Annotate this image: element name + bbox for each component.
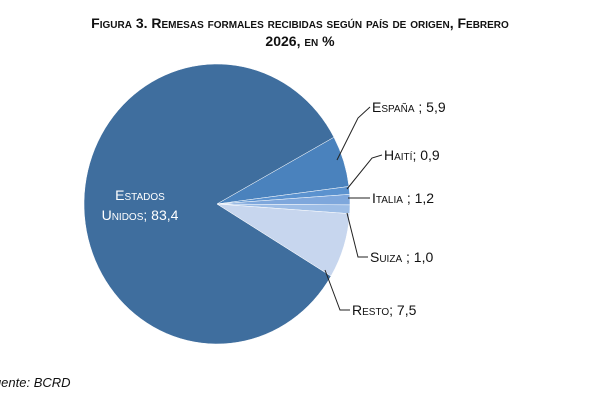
source-note: Fuente: BCRD <box>0 375 71 390</box>
leader-line <box>346 212 368 258</box>
leader-line <box>336 106 371 161</box>
data-label: Estados Unidos; 83,4 <box>102 187 179 223</box>
pie-slice <box>83 63 335 345</box>
data-label: Suiza ; 1,0 <box>370 249 433 265</box>
data-label: Haití; 0,9 <box>384 147 440 163</box>
leader-line <box>324 269 350 311</box>
label-line: Estados <box>115 187 165 203</box>
pie-slice <box>216 203 350 277</box>
data-label: España ; 5,9 <box>372 99 446 115</box>
label-line: Unidos; 83,4 <box>102 207 179 223</box>
data-label: Resto; 7,5 <box>352 302 417 318</box>
data-label: Italia ; 1,2 <box>372 190 434 206</box>
leader-line <box>346 154 383 190</box>
chart-title: Figura 3. Remesas formales recibidas seg… <box>0 14 600 50</box>
title-text: Figura 3. Remesas formales recibidas seg… <box>91 15 509 49</box>
